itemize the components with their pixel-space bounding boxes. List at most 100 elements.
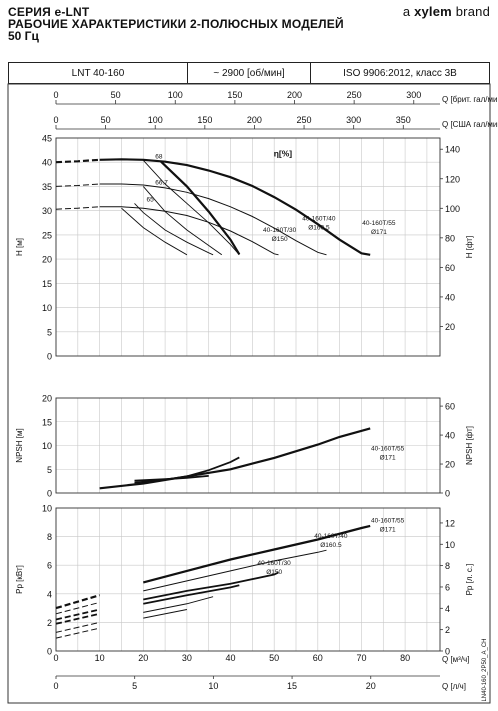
power-y2tick-label: 0 — [445, 647, 450, 657]
npsh-series-label: 40-160T/55 — [371, 445, 405, 452]
head-plot-frame — [55, 137, 441, 357]
power-curve-dashed — [55, 601, 100, 615]
top-axis-tick-label: 0 — [53, 90, 58, 100]
power-ytick-label: 4 — [47, 589, 52, 599]
top-axis-tick-label: 300 — [406, 90, 421, 100]
npsh-y-axis-label: NPSH [м] — [15, 428, 24, 462]
head-series-label: Ø171 — [371, 229, 387, 236]
top-axis-tick-label: 150 — [197, 115, 212, 125]
npsh-y2-axis-label: NPSH [фт] — [465, 426, 474, 465]
power-curve-dashed — [55, 608, 100, 621]
head-curve-dashed — [55, 183, 100, 187]
head-y2tick-label: 120 — [445, 174, 460, 184]
head-curve — [99, 158, 371, 256]
x-tick-label: 40 — [226, 653, 236, 663]
x-tick-label: 30 — [182, 653, 192, 663]
power-curve — [143, 524, 371, 584]
top-axis-tick-label: 300 — [346, 115, 361, 125]
head-curve — [99, 183, 327, 256]
footer-code: LN40-160_2P50_A_CH — [482, 638, 488, 701]
top-axis-tick-label: 250 — [347, 90, 362, 100]
head-y2tick-label: 140 — [445, 145, 460, 155]
top-axis-tick-label: 50 — [101, 115, 111, 125]
head-curve-dashed — [55, 206, 100, 210]
top-axis-tick-label: 200 — [287, 90, 302, 100]
top-axis-tick-label: 350 — [396, 115, 411, 125]
iso-efficiency-curve — [134, 203, 214, 256]
power-series-label: 40-160T/55 — [371, 517, 405, 524]
iso-efficiency-label: 65 — [147, 196, 155, 203]
power-curve — [143, 596, 214, 613]
top-axis-tick-label: 250 — [297, 115, 312, 125]
iso-efficiency-curve — [121, 207, 188, 256]
power-y2tick-label: 4 — [445, 604, 450, 614]
x-tick-label: 60 — [313, 653, 323, 663]
npsh-ytick-label: 5 — [47, 465, 52, 475]
top-axis-tick-label: 100 — [148, 115, 163, 125]
npsh-y2tick-label: 0 — [445, 489, 450, 499]
x-tick-label: 0 — [53, 653, 58, 663]
x2-tick-label: 10 — [208, 681, 218, 691]
head-ytick-label: 0 — [47, 352, 52, 362]
head-ytick-label: 45 — [42, 134, 52, 144]
head-series-label: 40-160T/40 — [302, 215, 336, 222]
head-ytick-label: 20 — [42, 255, 52, 265]
power-series-label: 40-160T/40 — [314, 533, 348, 540]
head-ytick-label: 10 — [42, 303, 52, 313]
head-y2tick-label: 60 — [445, 263, 455, 273]
npsh-y2tick-label: 40 — [445, 431, 455, 441]
x-tick-label: 20 — [138, 653, 148, 663]
head-ytick-label: 15 — [42, 279, 52, 289]
chart-subtitle: РАБОЧИЕ ХАРАКТЕРИСТИКИ 2-ПОЛЮСНЫХ МОДЕЛЕ… — [8, 17, 344, 31]
power-ytick-label: 0 — [47, 647, 52, 657]
npsh-ytick-label: 10 — [42, 441, 52, 451]
x2-tick-label: 0 — [53, 681, 58, 691]
power-y2tick-label: 2 — [445, 625, 450, 635]
head-series-label: Ø150 — [272, 236, 288, 243]
iso-efficiency-curve — [142, 159, 240, 256]
head-curve — [99, 206, 279, 256]
head-y2-axis-label: H [фт] — [465, 236, 474, 259]
head-ytick-label: 5 — [47, 327, 52, 337]
power-curve-dashed — [55, 594, 100, 610]
npsh-series-label: Ø171 — [380, 454, 396, 461]
power-series-label: Ø171 — [380, 526, 396, 533]
x2-axis-label: Q [л/ч] — [442, 682, 466, 691]
top-axis-tick-label: 150 — [227, 90, 242, 100]
head-y2tick-label: 20 — [445, 322, 455, 332]
iso-efficiency-curve — [142, 186, 223, 256]
power-y2-axis-label: Pp [л. с.] — [465, 564, 474, 596]
top-axis-label: Q [США гал/мин] — [442, 120, 498, 129]
power-curve-dashed — [55, 627, 100, 639]
x2-tick-label: 5 — [132, 681, 137, 691]
head-curve-dashed — [55, 158, 100, 164]
max-efficiency-line — [159, 160, 241, 255]
npsh-ytick-label: 15 — [42, 417, 52, 427]
head-y2tick-label: 40 — [445, 292, 455, 302]
power-y2tick-label: 8 — [445, 561, 450, 571]
head-panel — [55, 137, 443, 357]
power-ytick-label: 2 — [47, 618, 52, 628]
power-ytick-label: 10 — [42, 504, 52, 514]
x-tick-label: 50 — [269, 653, 279, 663]
head-y-axis-label: H [м] — [15, 238, 24, 256]
head-series-label: Ø160.5 — [308, 224, 330, 231]
npsh-y2tick-label: 20 — [445, 460, 455, 470]
iso-efficiency-label: 66.7 — [155, 179, 168, 186]
npsh-panel — [55, 397, 443, 494]
x-tick-label: 70 — [356, 653, 366, 663]
power-curve — [143, 584, 240, 605]
power-curve — [143, 549, 327, 592]
head-series-label: 40-160T/55 — [362, 220, 396, 227]
power-ytick-label: 6 — [47, 561, 52, 571]
x-tick-label: 80 — [400, 653, 410, 663]
npsh-curve — [134, 456, 240, 484]
x2-tick-label: 15 — [287, 681, 297, 691]
top-axis-tick-label: 100 — [168, 90, 183, 100]
power-curve-dashed — [55, 621, 100, 633]
x-axis-label: Q [м³/ч] — [442, 655, 469, 664]
power-y2tick-label: 10 — [445, 540, 455, 550]
iso-efficiency-label: 68 — [155, 153, 163, 160]
npsh-curve — [99, 427, 371, 490]
head-series-label: 40-160T/30 — [263, 227, 297, 234]
